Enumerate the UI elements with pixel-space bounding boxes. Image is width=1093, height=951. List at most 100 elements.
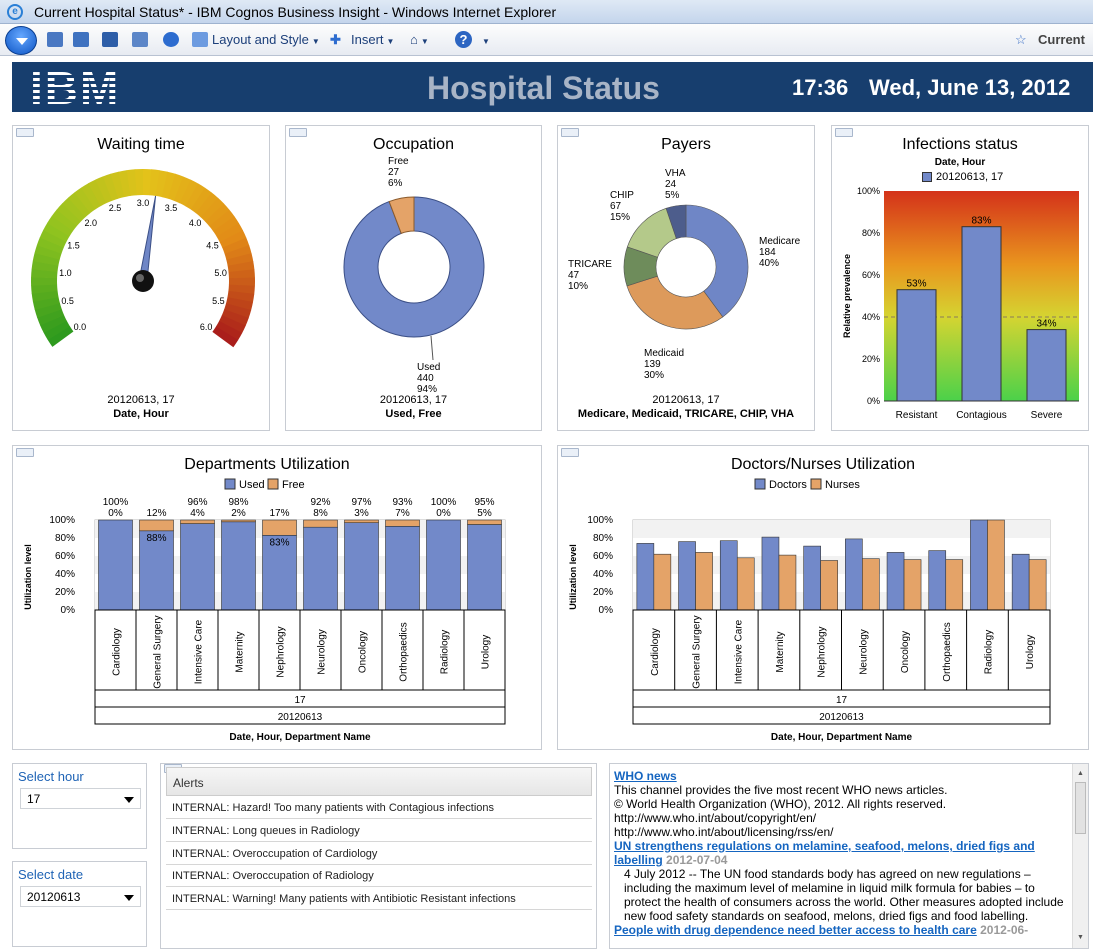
current-view-label[interactable]: Current (1038, 32, 1085, 47)
new-icon[interactable] (47, 32, 63, 47)
free-count: 27 (388, 167, 400, 178)
app-menu-button[interactable] (5, 26, 37, 55)
doctors-widget[interactable]: Doctors/Nurses Utilization 0% 20% 40% 60% 80… (557, 445, 1089, 750)
doc-svg-grid-band (633, 520, 1050, 538)
select-hour-dropdown[interactable]: 17 (20, 788, 141, 809)
news-article2-link[interactable]: People with drug dependence need better … (614, 923, 977, 937)
gauge-arc-segment (226, 253, 254, 267)
open-folder-icon[interactable] (73, 32, 89, 47)
dep-svg-ytick: 80% (55, 533, 75, 544)
doc-svg-category-label: Orthopaedics (942, 622, 953, 681)
doc-svg-legend-swatch-2 (810, 478, 822, 490)
nurses-bar (778, 554, 797, 611)
news-scroll-thumb[interactable] (1075, 782, 1086, 834)
email-icon[interactable] (132, 32, 148, 47)
dep-free-label: 5% (477, 508, 492, 519)
help-icon[interactable]: ? (455, 31, 472, 48)
widget-tag-icon[interactable] (835, 128, 853, 137)
gauge-tick-label: 3.0 (137, 198, 150, 208)
gauge-tick-label: 1.5 (67, 241, 80, 251)
insert-menu[interactable]: Insert ▼ (351, 32, 395, 47)
gauge-arc-segment (209, 209, 235, 232)
occupation-title: Occupation (373, 136, 454, 153)
infections-widget[interactable]: Infections status Date, Hour 20120613, 1… (831, 125, 1089, 431)
gauge-arc-segment (205, 203, 230, 227)
waiting-time-title: Waiting time (97, 136, 185, 153)
departments-widget[interactable]: Departments Utilization 0% 20% 40% 60% 80% 10… (12, 445, 542, 750)
news-link-copyright[interactable]: http://www.who.int/about/copyright/en/ (614, 811, 817, 825)
occupation-donut (343, 196, 485, 361)
waiting-time-widget[interactable]: Waiting time 0.0 0.5 1.0 1.5 2.0 2.5 3.0 3.5 4.0… (12, 125, 270, 431)
doc-svg-xlabel: Date, Hour, Department Name (771, 732, 913, 743)
dep-free-bar (303, 519, 338, 528)
payer-tricare-label: TRICARE 47 10% (568, 259, 612, 292)
select-date-dropdown[interactable]: 20120613 (20, 886, 141, 907)
widget-tag-icon[interactable] (16, 128, 34, 137)
gauge-arc-segment (40, 314, 67, 333)
layout-and-style-menu[interactable]: Layout and Style ▼ (212, 32, 320, 47)
doc-svg-date-label: 20120613 (819, 712, 864, 723)
gauge-arc-segment (219, 230, 247, 248)
gauge-arc-segment (56, 203, 82, 227)
gauge-arc-segment (43, 222, 70, 242)
scroll-up-icon[interactable]: ▲ (1077, 770, 1084, 777)
gauge-hub (132, 270, 154, 292)
occupation-widget[interactable]: Occupation Free 27 6% Used 440 94% 20120613,… (285, 125, 542, 431)
dep-free-label: 17% (269, 508, 289, 519)
news-scrollbar[interactable]: ▲ ▼ (1072, 764, 1088, 948)
used-count: 440 (417, 373, 434, 384)
gauge-arc-segment (68, 192, 91, 218)
vha-count: 24 (665, 179, 677, 190)
gauge-arc-segment (34, 302, 62, 318)
gauge-tick-label: 4.0 (189, 218, 202, 228)
dep-used-bar (344, 522, 379, 611)
dep-svg-category-label: Neurology (317, 629, 328, 675)
payers-widget[interactable]: Payers Medicare 184 40% Medicaid 139 30% TRI… (557, 125, 815, 431)
select-date-label: Select date (18, 867, 84, 882)
gauge-arc-segment (95, 176, 113, 204)
alert-item[interactable]: INTERNAL: Overoccupation of Cardiology (166, 843, 592, 865)
widget-tag-icon[interactable] (289, 128, 307, 137)
infections-ytick: 60% (862, 270, 880, 280)
dep-svg-ytick: 60% (55, 551, 75, 562)
infections-legend-title: Date, Hour (934, 157, 986, 168)
used-name: Used (417, 362, 441, 373)
waiting-time-gauge: 0.0 0.5 1.0 1.5 2.0 2.5 3.0 3.5 4.0 4.5 5.0 5.5 6.0 (31, 169, 255, 348)
dep-svg-ytick: 0% (61, 605, 76, 616)
infections-bar-label: 34% (1036, 319, 1056, 330)
dep-used-label: 100% (103, 497, 129, 508)
dep-svg-ytick: 40% (55, 569, 75, 580)
watch-rules-icon[interactable]: ⌂ ▼ (410, 32, 429, 47)
alert-item[interactable]: INTERNAL: Hazard! Too many patients with… (166, 797, 592, 819)
news-link-licensing[interactable]: http://www.who.int/about/licensing/rss/e… (614, 825, 834, 839)
gauge-arc-segment (37, 308, 65, 326)
payers-footer-label: Medicare, Medicaid, TRICARE, CHIP, VHA (577, 408, 795, 420)
infections-ytick: 80% (862, 228, 880, 238)
gauge-arc-segment (212, 326, 239, 348)
dep-inside-label: 88% (146, 533, 166, 544)
widget-tag-icon[interactable] (16, 448, 34, 457)
gauge-arc-segment (221, 309, 249, 326)
doc-svg-ytick: 80% (593, 533, 613, 544)
widget-tag-icon[interactable] (561, 128, 579, 137)
widget-tag-icon[interactable] (561, 448, 579, 457)
scroll-down-icon[interactable]: ▼ (1077, 934, 1084, 941)
news-channel-link[interactable]: WHO news (614, 769, 677, 783)
gauge-arc-segment (31, 260, 59, 273)
save-icon[interactable] (102, 32, 118, 47)
doctors-bar (845, 538, 863, 611)
window-title: Current Hospital Status* - IBM Cognos Bu… (34, 4, 557, 20)
alert-item[interactable]: INTERNAL: Long queues in Radiology (166, 820, 592, 842)
medicare-name: Medicare (759, 236, 801, 247)
gauge-arc-segment (39, 229, 67, 248)
news-article1-link[interactable]: UN strengthens regulations on melamine, … (614, 839, 1035, 867)
plus-icon: ✚ (330, 32, 341, 47)
dep-used-label: 92% (310, 497, 330, 508)
alert-item[interactable]: INTERNAL: Warning! Many patients with An… (166, 888, 592, 910)
dep-svg-category-label: Oncology (358, 631, 369, 673)
nurses-bar (987, 519, 1005, 611)
gauge-arc-segment (134, 169, 144, 196)
refresh-icon[interactable] (163, 32, 179, 47)
alert-item[interactable]: INTERNAL: Overoccupation of Radiology (166, 865, 592, 887)
help-dropdown[interactable]: ▼ (482, 37, 490, 46)
